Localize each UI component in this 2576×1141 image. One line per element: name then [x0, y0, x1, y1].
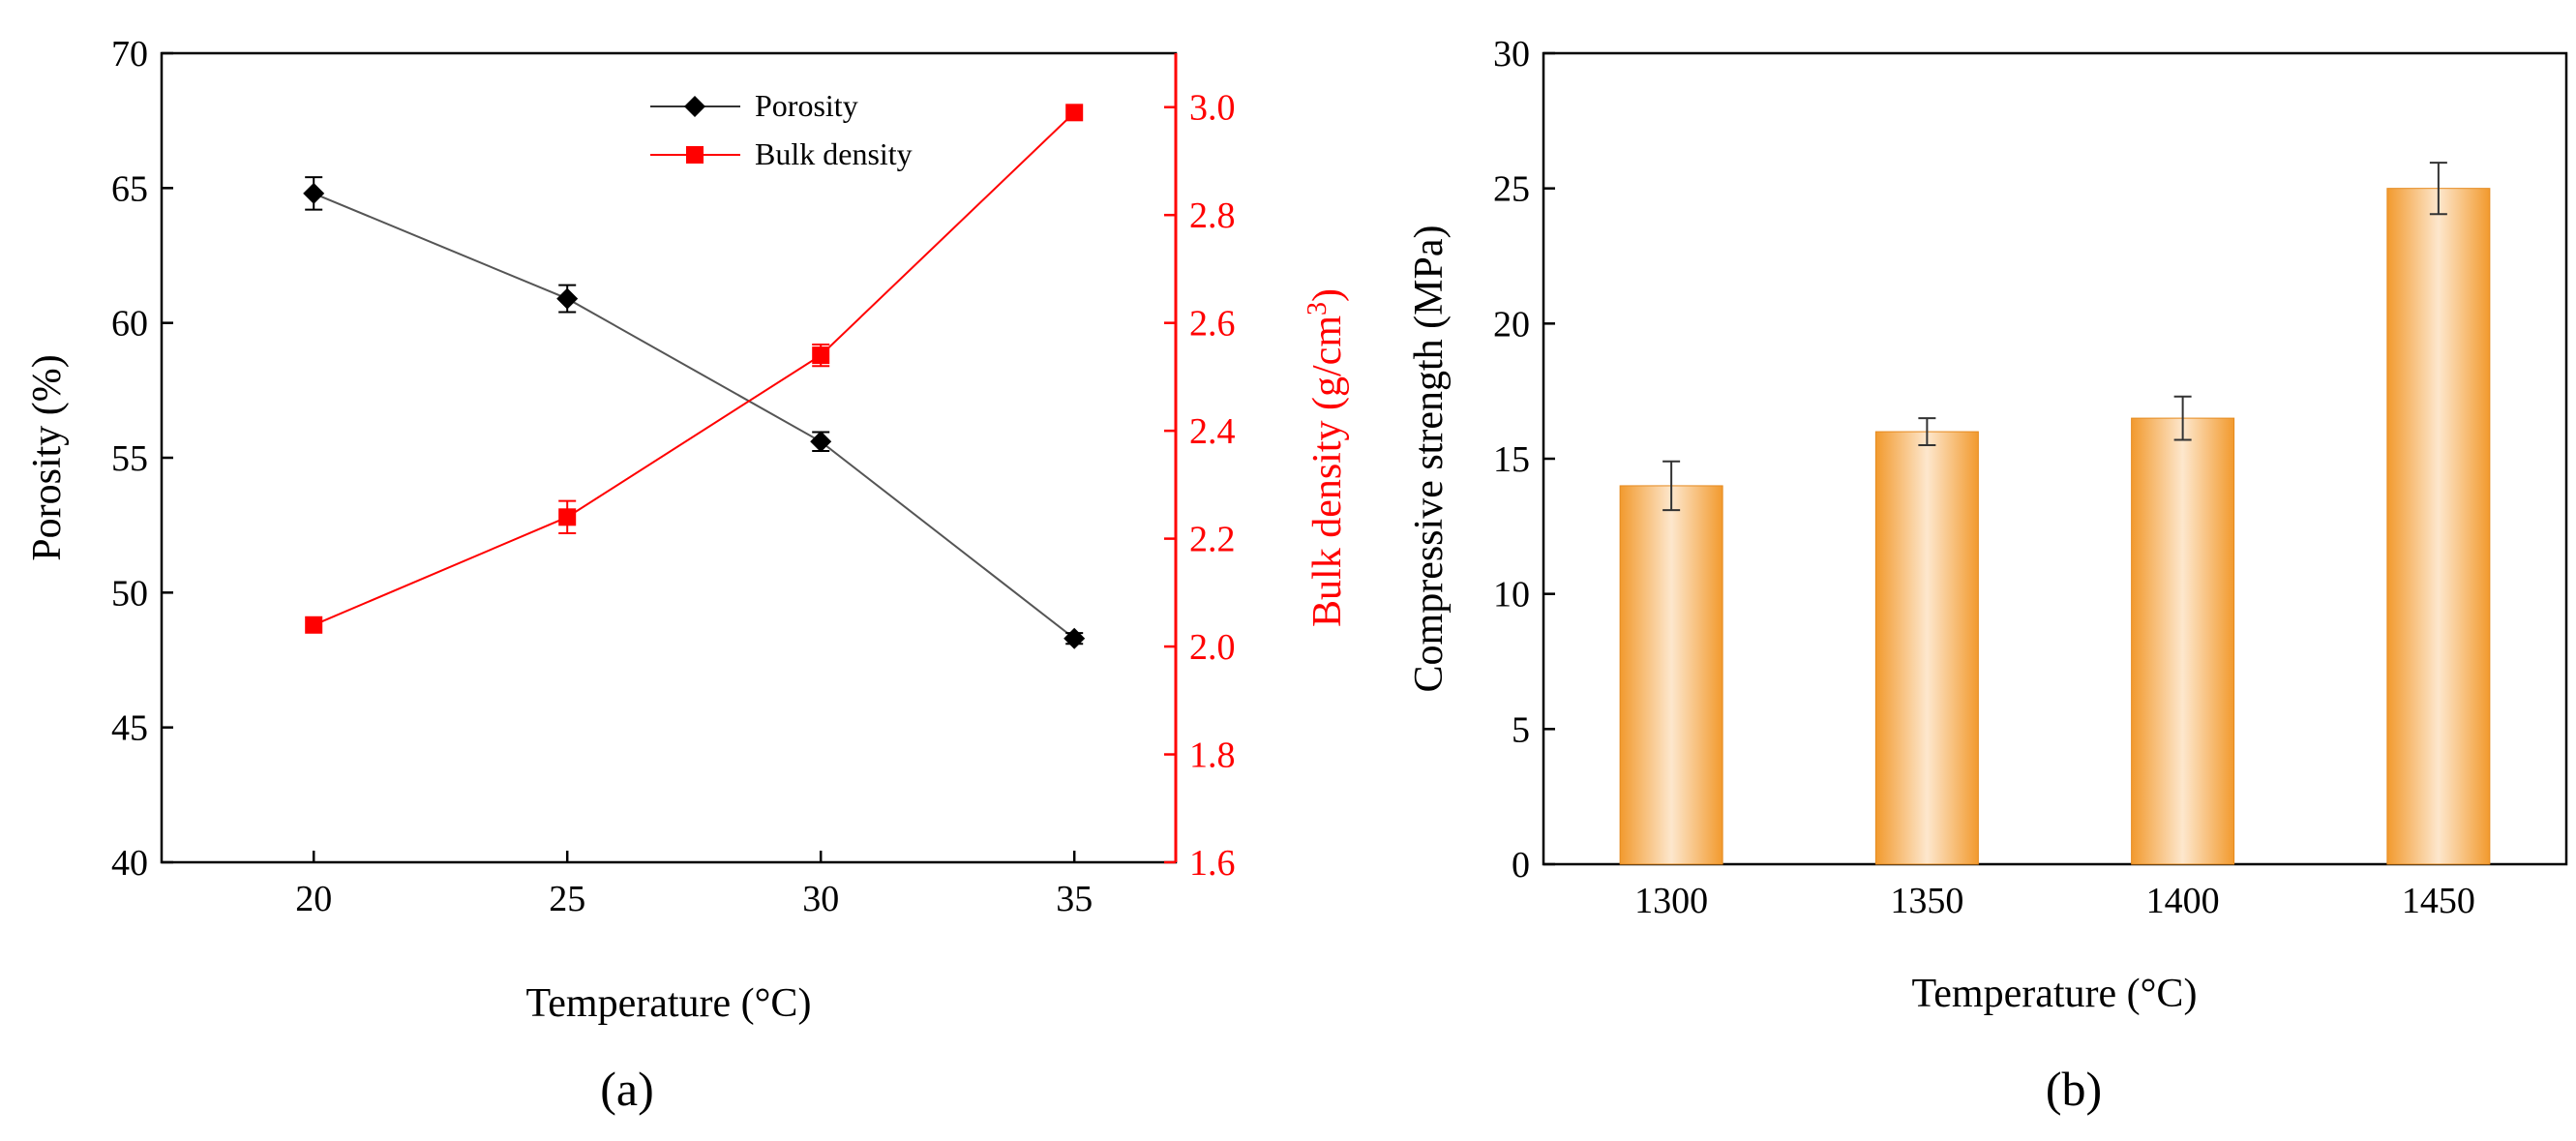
x-axis-tick-label-a: 35	[1056, 879, 1093, 919]
right-axis-tick-label: 2.2	[1189, 520, 1236, 560]
left-axis-tick-label: 40	[111, 843, 148, 884]
bar-1300	[1619, 485, 1723, 865]
y-axis-tick-label-b: 25	[1493, 169, 1530, 210]
x-axis-tick-label-b: 1300	[1634, 881, 1708, 921]
porosity-line	[313, 192, 1075, 640]
bulk-density-point	[558, 508, 577, 526]
bar-error-bar-1300	[1662, 460, 1681, 512]
bar-error-bar-1450	[2429, 162, 2447, 216]
left-axis-tick-label: 60	[111, 304, 148, 345]
bar-1400	[2131, 417, 2235, 865]
x-axis-ticks-a: 20 25 30 35	[295, 851, 1093, 919]
panel-label-a: (a)	[600, 1062, 654, 1116]
right-axis-tick-label: 2.0	[1189, 627, 1236, 668]
right-axis-tick-label: 2.6	[1189, 304, 1236, 345]
x-axis-tick-label-b: 1350	[1890, 881, 1963, 921]
right-axis-ticks: 1.6 1.8 2.0 2.2 2.4 2.6 2.8 3.0	[1164, 88, 1236, 884]
y-axis-title-b: Compressive strength (MPa)	[1407, 225, 1452, 693]
porosity-point	[1063, 627, 1086, 649]
x-axis-ticks-b: 1300 1350 1400 1450	[1634, 853, 2475, 921]
y-axis-tick-label-b: 15	[1493, 439, 1530, 480]
y-axis-tick-label-b: 10	[1493, 575, 1530, 616]
y-axis-title-left: Porosity (%)	[25, 354, 70, 561]
left-axis-tick-label: 70	[111, 34, 148, 75]
bulk-density-line	[313, 111, 1075, 626]
legend-porosity-marker	[684, 96, 705, 117]
y-axis-tick-label-b: 20	[1493, 304, 1530, 345]
y-axis-tick-label-b: 0	[1512, 845, 1530, 886]
x-axis-tick-label-b: 1450	[2402, 881, 2475, 921]
right-axis-tick-label: 2.8	[1189, 195, 1236, 236]
bar-1450	[2386, 188, 2491, 865]
bar-error-bar-1350	[1918, 417, 1936, 447]
left-axis-tick-label: 65	[111, 168, 148, 209]
bulk-density-point	[305, 616, 323, 634]
x-axis-tick-label-a: 20	[295, 879, 332, 919]
left-axis-tick-label: 45	[111, 708, 148, 749]
x-axis-tick-label-a: 30	[802, 879, 839, 919]
x-axis-title-b: Temperature (°C)	[1912, 972, 2198, 1016]
right-axis-tick-label: 1.8	[1189, 736, 1236, 776]
right-axis-tick-label: 3.0	[1189, 88, 1236, 129]
bulk-density-point	[812, 346, 830, 365]
series-lines	[313, 111, 1075, 640]
chart-panel-b: 0 5 10 15 20 25 30 1300 1350 1400 1450 Temperatur…	[1407, 34, 2568, 1116]
legend: Porosity Bulk density	[650, 88, 913, 171]
error-bars-b	[1662, 162, 2447, 512]
porosity-point	[303, 182, 325, 204]
plot-frame-a	[160, 51, 1178, 864]
bar-error-bar-1400	[2173, 395, 2192, 441]
right-axis-tick-label: 2.4	[1189, 411, 1236, 452]
panel-label-b: (b)	[2046, 1062, 2102, 1116]
legend-bulk-density-marker	[686, 146, 704, 164]
bars	[1619, 188, 2491, 865]
bar-1350	[1874, 431, 1979, 865]
y-axis-tick-label-b: 5	[1512, 709, 1530, 750]
y-axis-title-right-main: Bulk density (g/cm	[1305, 315, 1350, 627]
porosity-point	[556, 287, 579, 310]
x-axis-tick-label-b: 1400	[2146, 881, 2220, 921]
y-axis-title-right-sup: 3	[1303, 302, 1333, 315]
legend-porosity-label: Porosity	[755, 88, 858, 123]
y-axis-title-right-close: )	[1305, 288, 1350, 302]
left-axis-ticks: 40 45 50 55 60 65 70	[111, 34, 173, 884]
legend-bulk-density-label: Bulk density	[755, 136, 913, 171]
porosity-point	[810, 431, 832, 453]
y-axis-title-right: Bulk density (g/cm3)	[1303, 288, 1350, 627]
y-axis-ticks-b: 0 5 10 15 20 25 30	[1493, 34, 1555, 886]
left-axis-tick-label: 55	[111, 438, 148, 479]
right-axis-tick-label: 1.6	[1189, 843, 1236, 884]
bulk-density-point	[1065, 104, 1084, 122]
y-axis-tick-label-b: 30	[1493, 34, 1530, 75]
x-axis-tick-label-a: 25	[549, 879, 585, 919]
error-bars-a	[305, 176, 1084, 646]
x-axis-title-a: Temperature (°C)	[526, 981, 812, 1026]
left-axis-tick-label: 50	[111, 573, 148, 614]
series-markers	[303, 104, 1086, 649]
